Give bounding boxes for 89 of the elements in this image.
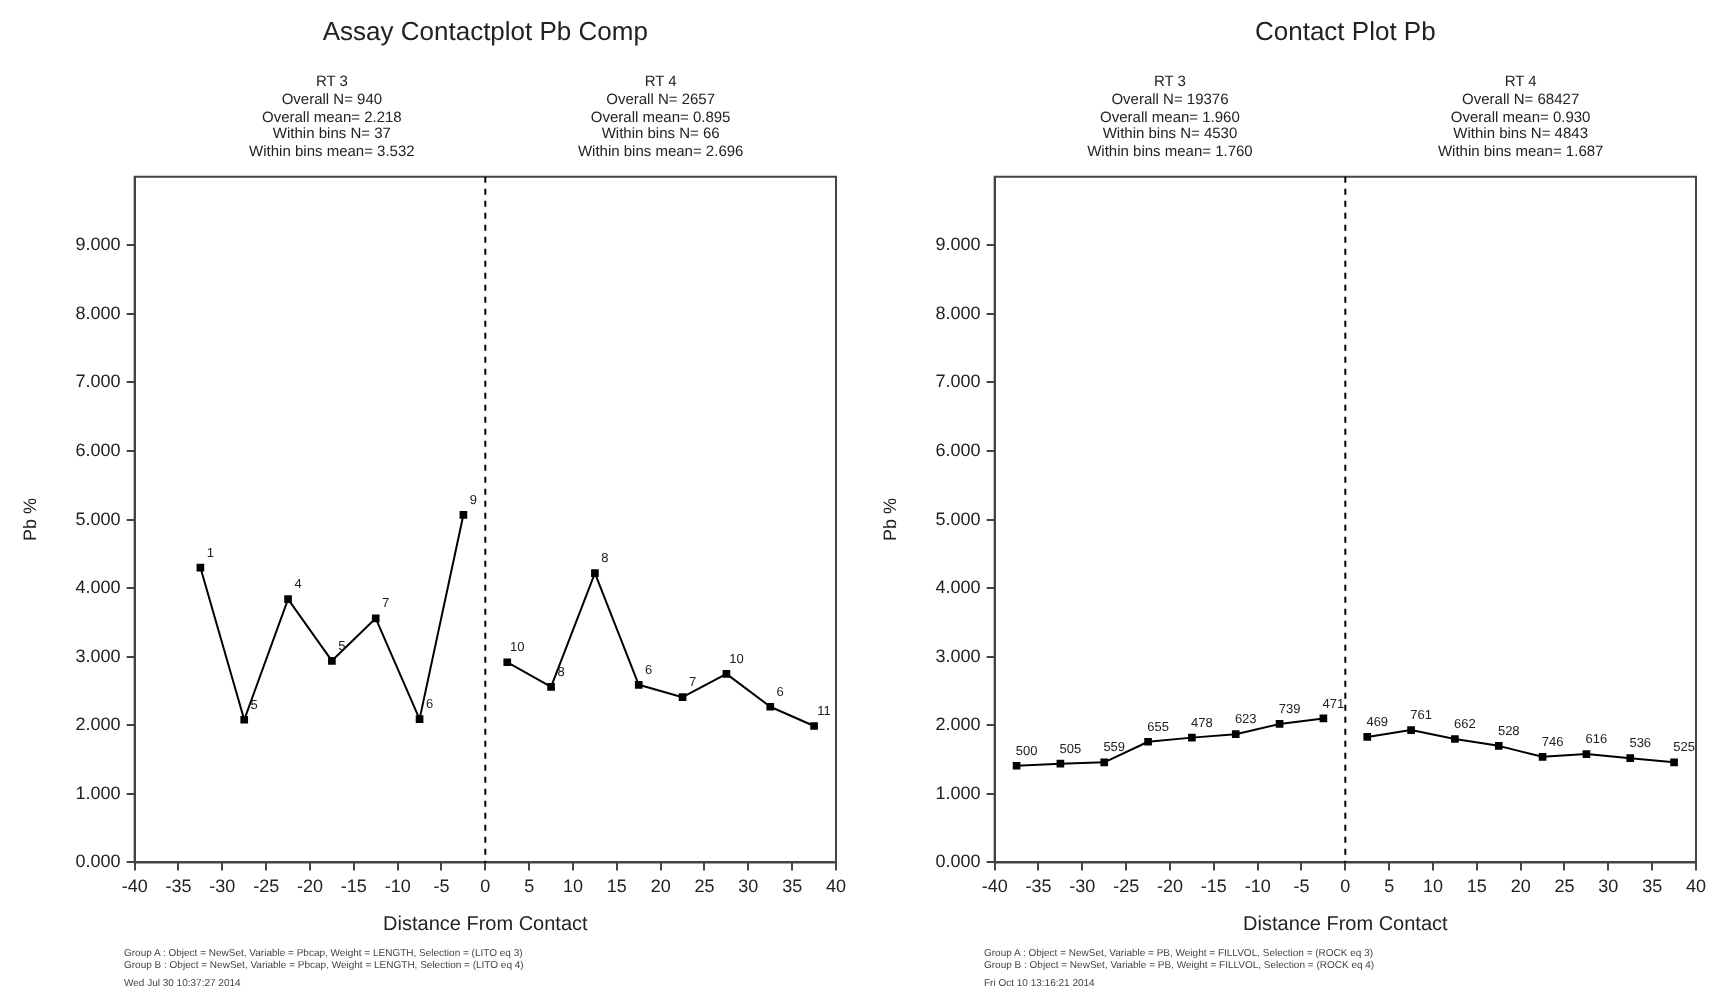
point bbox=[591, 569, 599, 577]
point bbox=[1363, 733, 1372, 741]
point bbox=[1670, 758, 1678, 767]
x-tick-label: 5 bbox=[524, 876, 535, 897]
y-tick-label: 3.000 bbox=[935, 645, 981, 666]
x-tick-label: -40 bbox=[121, 876, 148, 897]
y-tick-label: 0.000 bbox=[935, 851, 981, 872]
point bbox=[1494, 742, 1503, 750]
point bbox=[328, 657, 336, 665]
x-tick-label: 0 bbox=[1340, 876, 1351, 897]
chart-title: Assay Contactplot Pb Comp bbox=[322, 16, 648, 46]
point bbox=[415, 715, 424, 723]
y-tick-label: 7.000 bbox=[935, 371, 981, 392]
y-tick-label: 5.000 bbox=[935, 508, 981, 529]
x-tick-label: 40 bbox=[825, 876, 847, 897]
x-tick-label: 10 bbox=[562, 876, 584, 897]
y-tick-label: 2.000 bbox=[75, 714, 121, 735]
y-tick-label: 5.000 bbox=[75, 508, 121, 529]
x-tick-label: 35 bbox=[1642, 876, 1663, 897]
point bbox=[371, 614, 380, 623]
x-tick-label: 25 bbox=[694, 876, 715, 897]
y-tick-label: 4.000 bbox=[75, 577, 121, 598]
y-tick-label: 4.000 bbox=[935, 577, 981, 598]
y-tick-label: 3.000 bbox=[75, 645, 121, 666]
x-tick-label: -35 bbox=[165, 876, 192, 897]
x-tick-label: -15 bbox=[1200, 876, 1227, 897]
x-tick-label: -10 bbox=[1244, 876, 1271, 897]
x-tick-label: 20 bbox=[1510, 876, 1531, 897]
y-tick-label: 7.000 bbox=[75, 371, 121, 392]
point bbox=[1231, 730, 1240, 739]
point bbox=[240, 715, 249, 724]
x-tick-label: -40 bbox=[981, 876, 1008, 897]
y-axis-title: Pb % bbox=[19, 498, 40, 542]
chart-title: Contact Plot Pb bbox=[1254, 16, 1436, 46]
x-tick-label: 30 bbox=[738, 876, 759, 897]
point bbox=[547, 683, 555, 691]
point bbox=[459, 510, 468, 519]
x-tick-label: 15 bbox=[1466, 876, 1487, 897]
point bbox=[678, 693, 687, 701]
point bbox=[1275, 720, 1284, 728]
x-tick-label: -30 bbox=[1069, 876, 1096, 897]
x-tick-label: 25 bbox=[1554, 876, 1575, 897]
x-tick-label: -5 bbox=[1293, 876, 1310, 897]
point bbox=[1451, 735, 1459, 743]
point bbox=[766, 702, 775, 711]
point bbox=[1626, 754, 1635, 763]
x-tick-label: -35 bbox=[1025, 876, 1052, 897]
point bbox=[1538, 752, 1547, 761]
x-tick-label: 0 bbox=[480, 876, 491, 897]
x-tick-label: 15 bbox=[606, 876, 627, 897]
x-tick-label: 20 bbox=[650, 876, 671, 897]
y-axis-title: Pb % bbox=[879, 498, 900, 542]
x-tick-label: 40 bbox=[1685, 876, 1707, 897]
x-tick-label: -15 bbox=[340, 876, 367, 897]
point bbox=[1100, 758, 1109, 767]
y-tick-label: 1.000 bbox=[75, 782, 121, 803]
point bbox=[1582, 750, 1591, 758]
point bbox=[634, 681, 643, 689]
point bbox=[284, 595, 292, 603]
x-tick-label: -20 bbox=[296, 876, 323, 897]
point bbox=[1056, 759, 1065, 768]
x-tick-label: 30 bbox=[1598, 876, 1619, 897]
x-tick-label: -10 bbox=[384, 876, 411, 897]
y-tick-label: 6.000 bbox=[75, 440, 121, 461]
y-tick-label: 2.000 bbox=[935, 714, 981, 735]
y-tick-label: 9.000 bbox=[75, 234, 121, 255]
y-tick-label: 0.000 bbox=[75, 851, 121, 872]
y-tick-label: 9.000 bbox=[935, 234, 981, 255]
point bbox=[1144, 737, 1152, 746]
y-tick-label: 8.000 bbox=[935, 302, 981, 323]
point bbox=[1407, 726, 1415, 734]
x-tick-label: -5 bbox=[433, 876, 450, 897]
x-tick-label: -30 bbox=[209, 876, 236, 897]
x-tick-label: 10 bbox=[1422, 876, 1444, 897]
x-axis-title: Distance From Contact bbox=[383, 913, 589, 936]
point bbox=[1012, 761, 1021, 770]
x-tick-label: -25 bbox=[1113, 876, 1140, 897]
x-tick-label: -20 bbox=[1156, 876, 1183, 897]
point bbox=[722, 670, 731, 678]
point bbox=[503, 658, 512, 667]
point bbox=[810, 722, 818, 730]
point bbox=[1188, 733, 1196, 742]
x-tick-label: -25 bbox=[253, 876, 280, 897]
x-tick-label: 35 bbox=[782, 876, 803, 897]
y-tick-label: 8.000 bbox=[75, 302, 121, 323]
x-axis-title: Distance From Contact bbox=[1243, 913, 1449, 936]
x-tick-label: 5 bbox=[1384, 876, 1395, 897]
y-tick-label: 1.000 bbox=[935, 782, 981, 803]
y-tick-label: 6.000 bbox=[935, 440, 981, 461]
